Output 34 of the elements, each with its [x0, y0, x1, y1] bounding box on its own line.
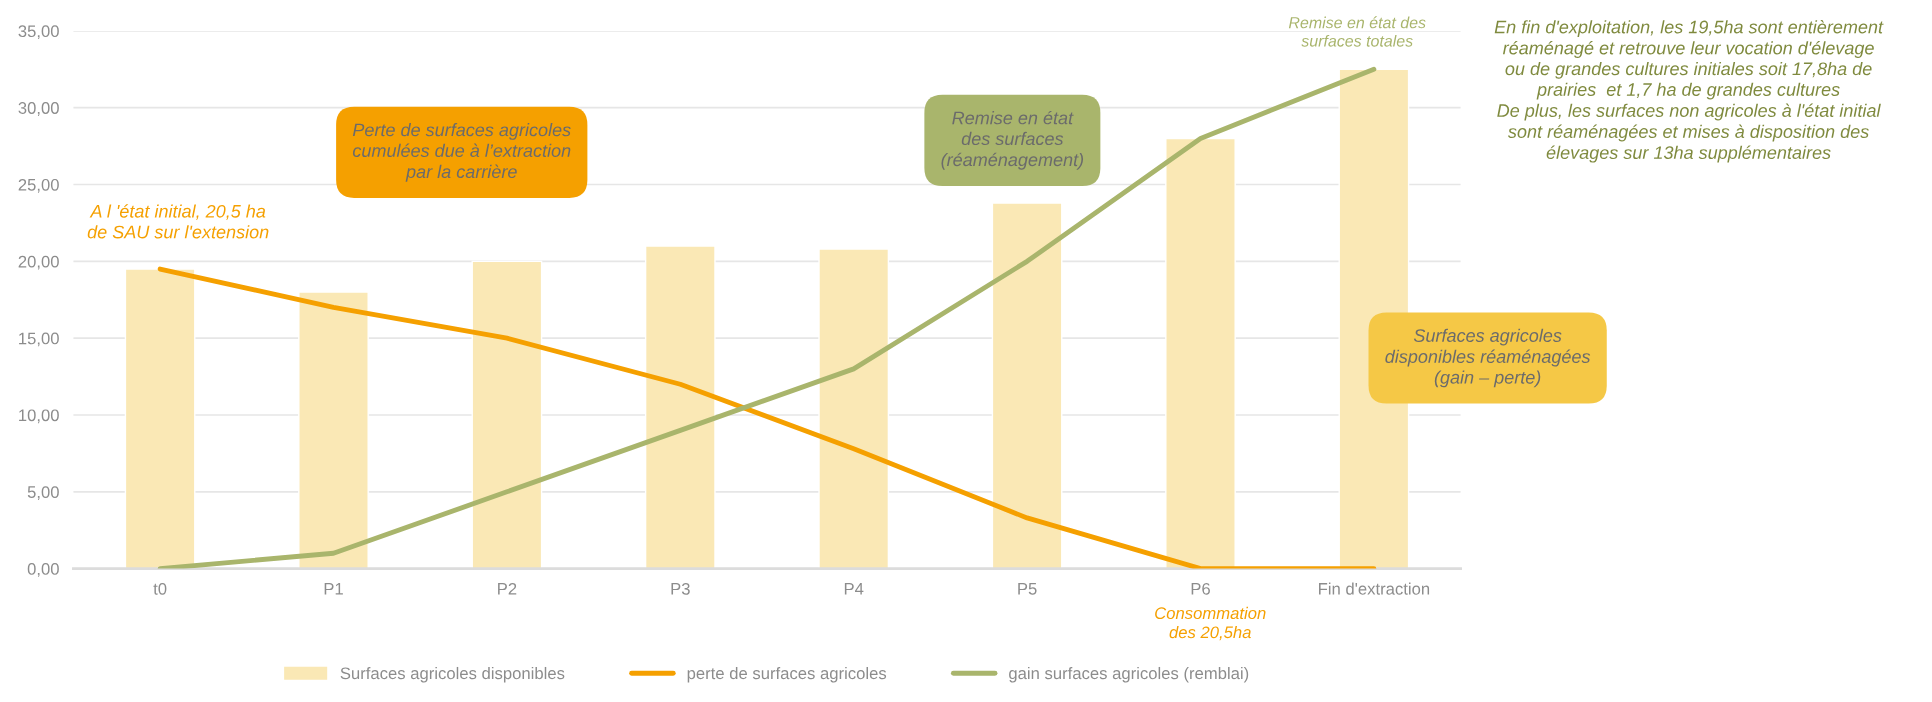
bar — [471, 260, 543, 569]
y-tick-label: 5,00 — [27, 486, 59, 500]
x-tick-label: P4 — [844, 583, 864, 595]
annotation: A l 'état initial, 20,5 ha de SAU sur l'extension — [87, 204, 269, 239]
annotation: Surfaces agricoles disponibles réaménagées (gain – perte) — [1385, 328, 1591, 388]
line-series — [157, 266, 1377, 569]
y-tick-label: 0,00 — [27, 563, 59, 577]
annotation: Perte de surfaces agricoles cumulées due à l’extraction par la carrière — [352, 123, 571, 182]
bar — [298, 291, 369, 569]
legend-label: gain surfaces agricoles (remblai) — [1009, 666, 1249, 683]
annotation: Consommation des 20,5ha — [1155, 606, 1266, 641]
x-tick-label: Fin d'extraction — [1319, 582, 1430, 595]
text: En fin d'exploitation, les 19,5ha sont entièrement réaménagé et retrouve leur vocation d'élevage ou de grandes cultures initiales soit 17,8ha de prairies et 1,7 ha de grandes cultures De plus, les surfaces non agricoles à l'état initial sont réaménagées et mises à disposition des élevages sur 13ha supplémentaires — [1494, 19, 1884, 163]
bar — [124, 268, 196, 569]
y-tick-label: 25,00 — [18, 178, 59, 193]
bar — [818, 248, 890, 569]
x-tick-label: P5 — [1018, 583, 1037, 595]
y-tick-label: 15,00 — [19, 332, 59, 347]
x-tick-label: t0 — [153, 582, 167, 595]
x-tick-label: P2 — [498, 582, 517, 595]
bar — [1165, 137, 1236, 569]
y-tick-label: 20,00 — [18, 255, 59, 270]
legend-label: perte de surfaces agricoles — [687, 666, 887, 683]
annotation: Remise en état des surfaces (réaménagement) — [941, 110, 1084, 170]
x-tick-label: P3 — [671, 582, 690, 595]
bar — [644, 245, 716, 569]
legend-label: Surfaces agricoles disponibles — [340, 666, 565, 683]
x-tick-label: P1 — [324, 583, 343, 595]
x-tick-label: P6 — [1191, 582, 1210, 595]
y-tick-label: 30,00 — [18, 102, 59, 116]
bar — [991, 202, 1063, 569]
y-tick-label: 10,00 — [19, 409, 59, 424]
annotation: Remise en état des surfaces totales — [1288, 16, 1426, 47]
y-tick-label: 35,00 — [18, 25, 59, 40]
